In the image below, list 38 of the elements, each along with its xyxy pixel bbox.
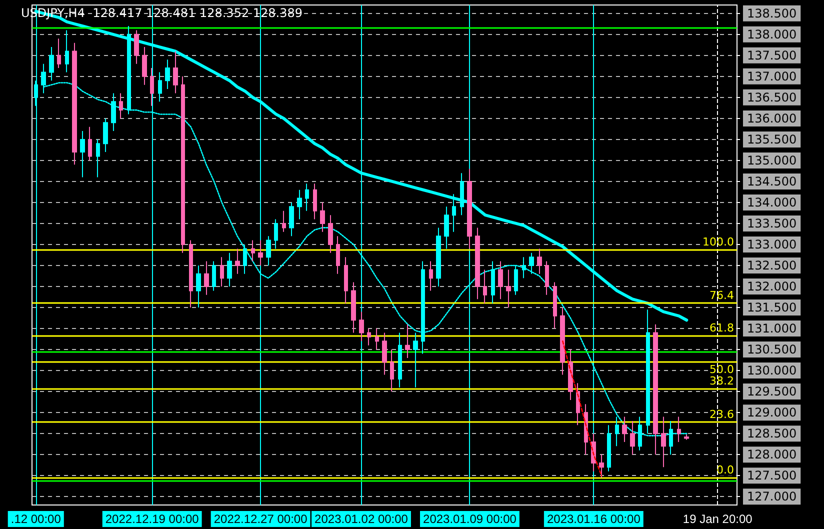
- y-tick-label: 134.500: [747, 174, 797, 188]
- annotation: 0.0: [716, 464, 734, 477]
- y-tick-label: 133.500: [747, 216, 797, 230]
- annotation: 38.2: [710, 374, 734, 388]
- x-tick-label: 2022.12.19 00:00: [105, 512, 200, 526]
- y-tick-label: 138.500: [747, 6, 797, 20]
- y-tick-label: 135.000: [747, 153, 797, 168]
- annotation: 50.0: [710, 363, 734, 376]
- y-tick-label: 138.000: [747, 27, 797, 42]
- x-tick-label: 2022.12.27 00:00: [214, 512, 308, 526]
- annotation: 23.6: [710, 408, 734, 421]
- y-tick-label: 135.500: [747, 132, 797, 146]
- x-tick-label: .12 00:00: [10, 512, 62, 526]
- y-tick-label: 127.000: [747, 490, 797, 504]
- y-tick-label: 137.500: [747, 48, 797, 62]
- y-tick-label: 127.500: [747, 468, 797, 483]
- annotation: 61.8: [710, 322, 734, 335]
- y-tick-label: 128.000: [747, 448, 797, 462]
- y-tick-label: 137.000: [747, 69, 797, 84]
- y-tick-label: 130.000: [747, 364, 797, 378]
- y-tick-label: 131.000: [747, 322, 797, 336]
- x-tick-label: 2023.01.02 00:00: [314, 512, 408, 526]
- x-tick-label: 2023.01.09 00:00: [423, 512, 517, 526]
- y-tick-label: 133.000: [747, 237, 797, 252]
- y-tick-label: 129.000: [747, 406, 797, 420]
- annotation: 100.0: [702, 236, 734, 249]
- annotation: 76.4: [710, 288, 734, 302]
- x-tick-label: 19 Jan 20:00: [682, 512, 753, 526]
- y-tick-label: 128.500: [747, 426, 797, 441]
- y-tick-label: 130.500: [747, 342, 797, 357]
- x-tick-label: 2023.01.16 00:00: [546, 512, 641, 526]
- y-tick-label: 129.500: [747, 384, 797, 399]
- y-tick-label: 134.000: [747, 195, 797, 210]
- y-tick-label: 136.500: [747, 90, 797, 104]
- y-tick-label: 136.000: [747, 111, 797, 126]
- y-tick-label: 131.500: [747, 300, 797, 315]
- y-tick-label: 132.000: [747, 280, 797, 294]
- y-tick-label: 132.500: [747, 258, 797, 273]
